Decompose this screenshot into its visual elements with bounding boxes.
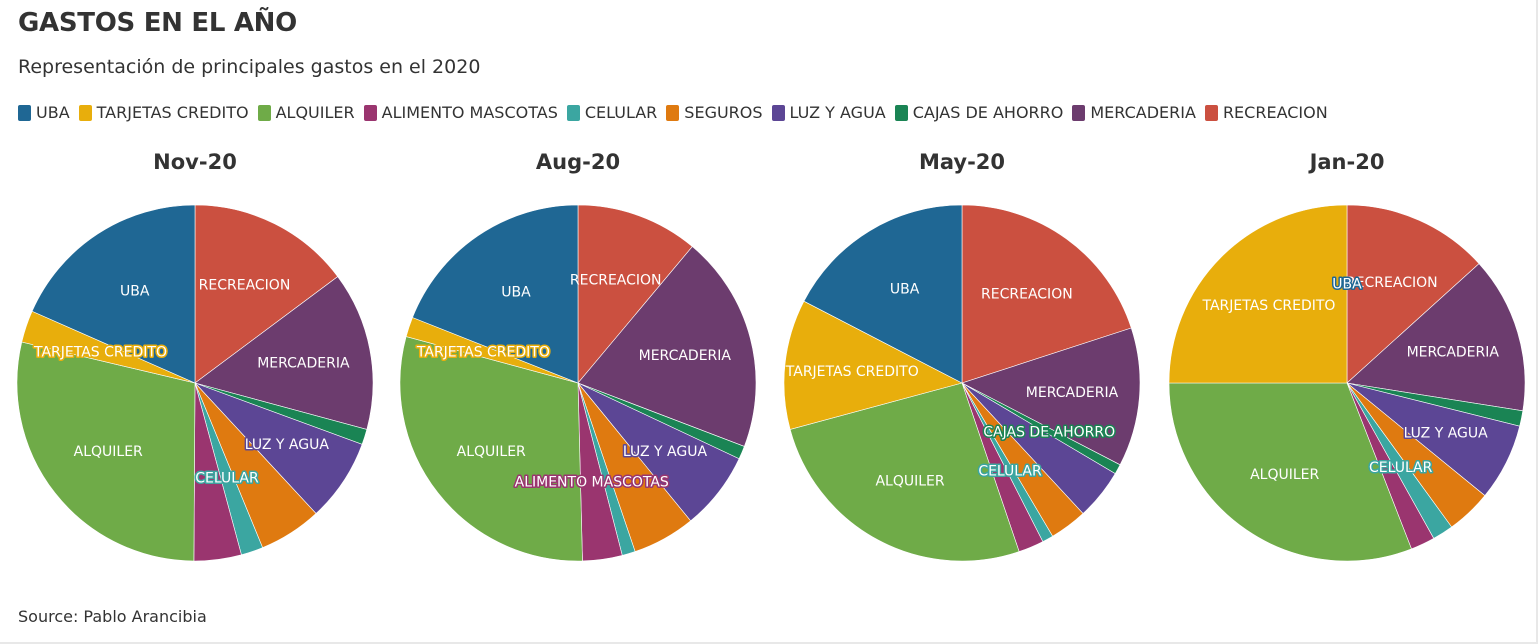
pie-title-aug-20: Aug-20 [535,150,621,174]
slice-recreacion[interactable] [961,204,1132,384]
legend: UBA TARJETAS CREDITO ALQUILER ALIMENTO M… [18,103,1337,122]
slice-alquiler[interactable] [16,341,196,562]
slice-label-recreacion: RECREACION [570,272,662,288]
slice-mercaderia[interactable] [577,246,757,447]
slice-label-recreacion: RECREACION [199,277,291,293]
legend-item-tarjetas-credito[interactable]: TARJETAS CREDITO [78,103,249,122]
slice-label-celular: CELULAR [1369,460,1433,476]
legend-item-alimento-mascotas[interactable]: ALIMENTO MASCOTAS [363,103,558,122]
slice-label-alquiler: ALQUILER [74,444,143,460]
chart-title: GASTOS EN EL AÑO [18,8,297,38]
legend-item-alquiler[interactable]: ALQUILER [257,103,355,122]
slice-mercaderia[interactable] [194,276,374,430]
slice-label-alimento-mascotas: ALIMENTO MASCOTAS [515,475,669,491]
legend-item-seguros[interactable]: SEGUROS [666,103,763,122]
slice-label-alquiler: ALQUILER [457,444,526,460]
legend-label: LUZ Y AGUA [789,103,886,122]
legend-swatch [18,104,31,121]
legend-label: ALQUILER [275,103,355,122]
slice-uba[interactable] [31,204,196,384]
slice-label-mercaderia: MERCADERIA [1407,345,1500,361]
legend-swatch [363,104,377,121]
slice-mercaderia[interactable] [1346,263,1526,412]
legend-swatch [1204,104,1218,121]
pie-jan-20: RECREACION MERCADERIA LUZ Y AGUA CELULAR ALQ… [1168,204,1526,562]
legend-label: CAJAS DE AHORRO [912,103,1064,122]
legend-swatch [566,104,580,121]
legend-item-cajas-de-ahorro[interactable]: CAJAS DE AHORRO [894,103,1064,122]
slice-label-alquiler: ALQUILER [1250,467,1319,483]
source-note: Source: Pablo Arancibia [18,607,207,626]
slice-label-mercaderia: MERCADERIA [639,348,732,364]
legend-label: CELULAR [584,103,658,122]
legend-label: SEGUROS [684,103,763,122]
slice-label-alquiler: ALQUILER [875,473,944,489]
legend-item-uba[interactable]: UBA [18,103,70,122]
pie-nov-20: RECREACION MERCADERIA LUZ Y AGUA CELULAR ALQ… [16,204,374,562]
slice-label-tarjetas-credito: TARJETAS CREDITO [416,345,550,361]
slice-label-mercaderia: MERCADERIA [257,355,350,371]
pie-title-jan-20: Jan-20 [1309,150,1385,174]
slice-label-mercaderia: MERCADERIA [1026,385,1119,401]
legend-swatch [257,104,271,121]
slice-label-uba: UBA [890,282,920,298]
legend-label: MERCADERIA [1090,103,1196,122]
slice-recreacion[interactable] [1346,204,1480,384]
slice-label-luz-y-agua: LUZ Y AGUA [245,437,330,453]
slice-label-cajas-de-ahorro: CAJAS DE AHORRO [983,424,1115,440]
pie-aug-20: RECREACION MERCADERIA LUZ Y AGUA ALIMENTO M… [399,204,757,562]
slice-tarjetas-credito[interactable] [1168,204,1348,384]
slice-label-uba: UBA [1332,276,1362,292]
slice-label-tarjetas-credito: TARJETAS CREDITO [33,344,167,360]
legend-item-mercaderia[interactable]: MERCADERIA [1072,103,1196,122]
slice-mercaderia[interactable] [961,327,1141,466]
slice-label-luz-y-agua: LUZ Y AGUA [623,444,708,460]
slice-alquiler[interactable] [399,336,583,562]
slice-recreacion[interactable] [577,204,693,384]
slice-label-uba: UBA [501,285,531,301]
slice-label-tarjetas-credito: TARJETAS CREDITO [1201,298,1335,314]
slice-label-celular: CELULAR [195,470,259,486]
legend-swatch [78,104,92,121]
slice-tarjetas-credito[interactable] [783,300,963,430]
legend-item-luz-y-agua[interactable]: LUZ Y AGUA [771,103,886,122]
slice-label-recreacion: RECREACION [981,287,1073,303]
slice-alquiler[interactable] [789,382,1020,562]
slice-label-recreacion: RECREACION [1346,275,1438,291]
legend-item-recreacion[interactable]: RECREACION [1204,103,1328,122]
legend-label: UBA [36,103,70,122]
pie-title-may-20: May-20 [918,150,1006,174]
slice-label-celular: CELULAR [978,463,1042,479]
slice-label-luz-y-agua: LUZ Y AGUA [1404,425,1489,441]
pie-title-nov-20: Nov-20 [153,150,237,174]
legend-swatch [771,104,785,121]
legend-label: RECREACION [1222,103,1328,122]
legend-swatch [1072,104,1086,121]
slice-recreacion[interactable] [194,204,339,384]
legend-label: TARJETAS CREDITO [96,103,249,122]
chart-subtitle: Representación de principales gastos en … [18,56,481,78]
slice-uba[interactable] [803,204,963,384]
slice-label-uba: UBA [120,284,150,300]
slice-uba[interactable] [412,204,579,384]
pie-may-20: RECREACION MERCADERIA CAJAS DE AHORRO CELUL… [783,204,1141,562]
legend-swatch [666,104,680,121]
slice-alquiler[interactable] [1168,382,1412,562]
legend-swatch [894,104,908,121]
legend-label: ALIMENTO MASCOTAS [381,103,558,122]
slice-label-tarjetas-credito: TARJETAS CREDITO [785,364,919,380]
legend-item-celular[interactable]: CELULAR [566,103,658,122]
